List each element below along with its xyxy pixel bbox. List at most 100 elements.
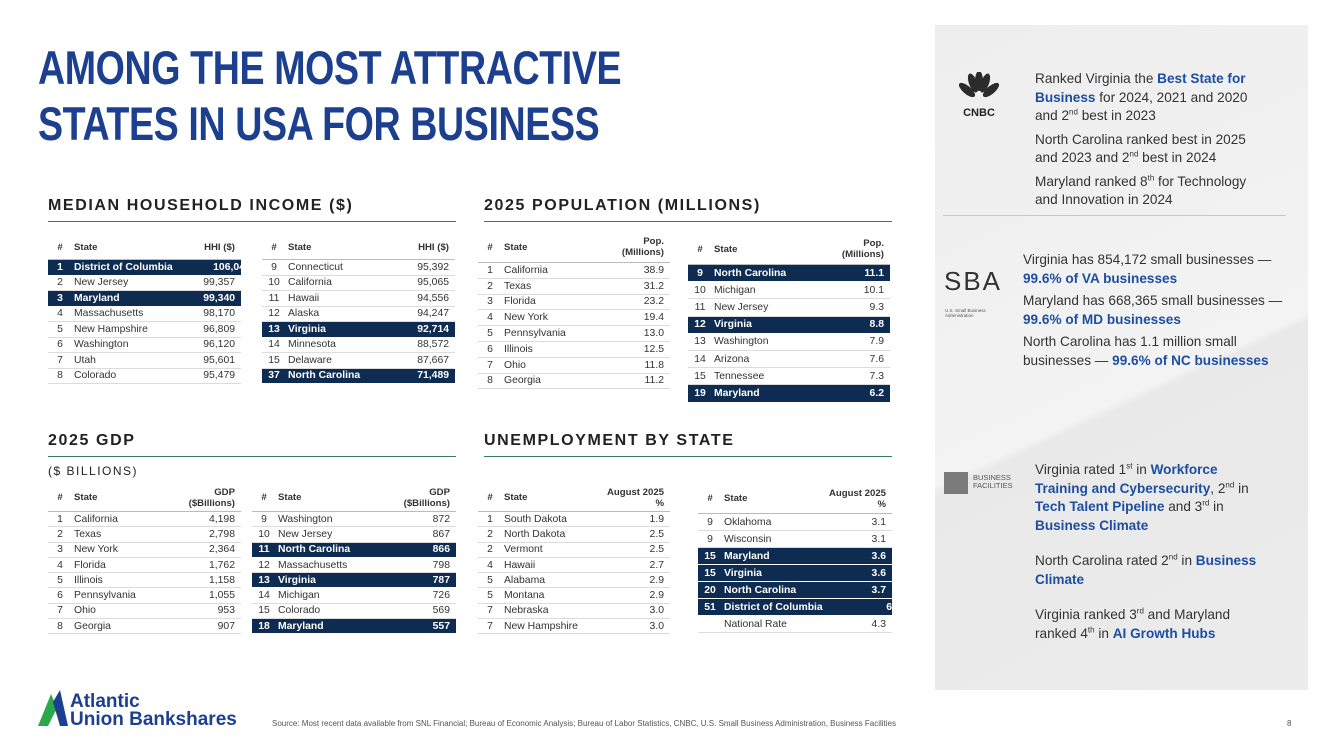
highlighted-row: 11 North Carolina 866 [252,542,456,558]
header-line: % [877,498,886,510]
state-cell: Georgia [74,620,111,632]
rank-cell: 9 [707,533,713,545]
paragraph: North Carolina ranked best in 2025 and 2… [1035,131,1267,168]
value-cell: 6.2 [869,387,884,399]
state-cell: Alabama [504,574,546,586]
table-row: 11 New Jersey 9.3 [688,299,890,317]
text: North Carolina ranked best in 2025 and 2… [1035,131,1246,166]
value-cell: 13.0 [643,328,664,340]
rank-cell: 1 [57,513,63,525]
table-row: 6 Washington 96,120 [48,338,241,353]
state-cell: Michigan [714,284,756,296]
rank-cell: 2 [487,528,493,540]
state-cell: Pennsylvania [504,328,566,340]
rank-cell: 15 [268,354,280,366]
value-cell: 95,479 [203,370,235,382]
text: , 2 [1210,480,1226,496]
table-row: 5 Alabama 2.9 [478,573,670,589]
table-row: 9 Oklahoma 3.1 [698,514,892,531]
header-line: GDP [429,486,450,498]
value-cell: 98,170 [203,308,235,320]
state-cell: Massachusetts [278,559,348,571]
value-cell: 3.6 [871,567,886,579]
header-cell: # [271,242,277,253]
emphasis: Business Climate [1035,517,1149,533]
paragraph: Maryland has 668,365 small businesses — … [1023,292,1291,329]
rank-cell: 13 [694,336,706,348]
table-row: 2 Texas 31.2 [478,279,670,295]
state-cell: North Carolina [724,584,797,596]
value-cell: 94,556 [417,292,449,304]
highlighted-row: 15 Virginia 3.6 [698,565,892,582]
table-row: 10 New Jersey 867 [252,527,456,543]
section-heading: UNEMPLOYMENT BY STATE [484,432,735,449]
text: in [1094,625,1113,641]
table: # State GDP ($Billions) 9 Washington 872 10 New … [252,484,456,635]
value-cell: 94,247 [417,308,449,320]
header-row: # State HHI ($) [48,236,241,260]
value-cell: 953 [217,605,235,617]
value-cell: 3.1 [871,516,886,528]
text: Virginia rated 1 [1035,462,1127,477]
value-cell: 3.0 [649,605,664,617]
rank-cell: 13 [268,323,280,335]
header-row: # State Pop. (Millions) [688,234,890,265]
state-cell: Nebraska [504,605,549,617]
value-cell: 95,601 [203,354,235,366]
text: North Carolina rated 2 [1035,553,1169,568]
state-cell: Colorado [74,370,117,382]
table-row: 3 Florida 23.2 [478,295,670,311]
value-cell: 3.1 [871,533,886,545]
value-cell: 2.9 [649,590,664,602]
value-cell: 726 [432,590,450,602]
superscript: nd [1225,479,1235,489]
rank-cell: 13 [258,574,270,586]
header-cell: Pop. (Millions) [586,236,670,258]
bf-logo-mark [944,472,968,494]
state-cell: New Jersey [74,277,129,289]
highlighted-row: 9 North Carolina 11.1 [688,265,890,283]
highlighted-row: 3 Maryland 99,340 [48,291,241,307]
table: # State August 2025% 9 Oklahoma 3.1 9 Wisconsin… [698,484,901,633]
header-cell: # [707,493,713,504]
table-row: 5 Illinois 1,158 [48,573,241,589]
state-cell: Hawaii [504,559,536,571]
table-row: 9 Washington 872 [252,512,456,528]
state-cell: New Jersey [714,301,769,313]
value-cell: 38.9 [643,264,664,276]
header-cell: State [288,242,312,253]
value-cell: 1,158 [208,574,235,586]
value-cell: 31.2 [643,280,664,292]
rank-cell: 14 [694,353,706,365]
state-cell: Virginia [724,567,762,579]
table-row: 1 California 38.9 [478,263,670,279]
state-cell: Minnesota [288,339,336,351]
divider [943,215,1286,216]
rank-cell: 11 [258,544,270,556]
header-cell: State [504,241,528,253]
table-row: 2 New Jersey 99,357 [48,276,241,291]
value-cell: 2.9 [649,574,664,586]
state-cell: District of Columbia [74,261,173,273]
text: best in 2024 [1138,150,1217,165]
table-row: 9 Wisconsin 3.1 [698,531,892,548]
rank-cell: 3 [57,544,63,556]
emphasis: Best State for Business [1035,71,1246,105]
value-cell: 11.8 [644,359,664,371]
logo-line: Union Bankshares [70,709,237,730]
sidebar-text: Ranked Virginia the Best State for Busin… [1035,70,1267,215]
table-row: 4 Massachusetts 98,170 [48,307,241,322]
state-cell: North Dakota [504,528,566,540]
page-number: 8 [1287,719,1292,728]
state-cell: Maryland [724,550,770,562]
value-cell: 3.7 [871,584,886,596]
sba-caption: U.S. Small Business Administration [945,308,986,318]
title-line: STATES IN USA FOR BUSINESS [38,97,600,150]
state-cell: Ohio [504,359,526,371]
paragraph: Ranked Virginia the Best State for Busin… [1035,70,1267,126]
rank-cell: 12 [258,559,270,571]
state-cell: Wisconsin [724,533,772,545]
superscript: rd [1202,498,1210,508]
logo-text: CNBC [963,107,995,119]
table-row: 1 South Dakota 1.9 [478,512,670,528]
